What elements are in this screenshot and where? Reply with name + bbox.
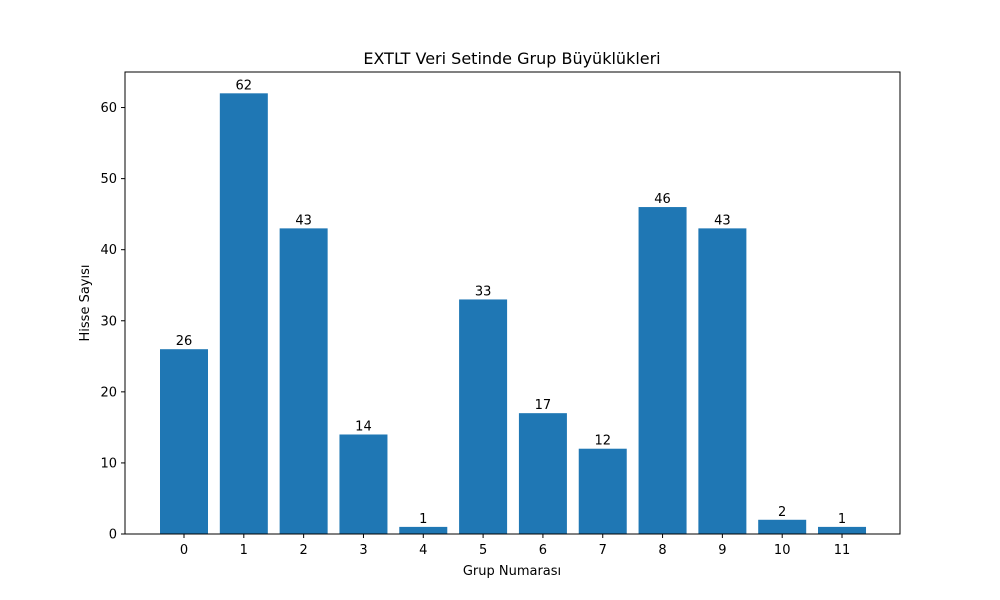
bar-1	[219, 93, 268, 534]
data-label-1: 62	[236, 78, 253, 93]
x-tick-label-4: 4	[419, 543, 427, 558]
y-tick-label-30: 30	[100, 314, 117, 329]
data-label-7: 12	[594, 434, 611, 449]
bar-5	[459, 299, 508, 534]
bar-10	[758, 519, 807, 534]
data-label-9: 43	[714, 213, 731, 228]
y-tick-label-20: 20	[100, 385, 117, 400]
bars-group	[160, 93, 867, 535]
bar-8	[638, 207, 687, 535]
data-label-4: 1	[419, 512, 427, 527]
y-tick-label-50: 50	[100, 172, 117, 187]
y-axis-label: Hisse Sayısı	[78, 265, 93, 342]
bar-4	[399, 526, 448, 534]
data-label-10: 2	[778, 505, 786, 520]
bar-3	[339, 434, 388, 534]
x-tick-label-0: 0	[180, 543, 188, 558]
data-label-2: 43	[295, 213, 312, 228]
chart-title: EXTLT Veri Setinde Grup Büyüklükleri	[363, 49, 660, 68]
x-tick-label-1: 1	[240, 543, 248, 558]
x-tick-label-8: 8	[658, 543, 666, 558]
x-tick-label-2: 2	[299, 543, 307, 558]
data-label-0: 26	[176, 334, 193, 349]
bar-6	[518, 413, 567, 534]
data-labels-group: 26 62 43 14 1 33 17 12 46 43 2 1	[176, 78, 846, 527]
bar-2	[279, 228, 328, 534]
data-label-6: 17	[535, 398, 552, 413]
x-tick-label-7: 7	[599, 543, 607, 558]
x-tick-label-9: 9	[718, 543, 726, 558]
x-tick-label-5: 5	[479, 543, 487, 558]
plot-area-frame	[124, 71, 901, 535]
data-label-5: 33	[475, 284, 492, 299]
y-tick-label-0: 0	[109, 528, 117, 543]
data-label-8: 46	[654, 192, 671, 207]
data-label-11: 1	[838, 512, 846, 527]
data-label-3: 14	[355, 419, 372, 434]
bar-11	[818, 526, 867, 534]
y-tick-label-60: 60	[100, 101, 117, 116]
x-tick-label-3: 3	[359, 543, 367, 558]
y-axis-ticks: 0 10 20 30 40 50 60	[100, 101, 125, 543]
bar-9	[698, 228, 747, 534]
x-axis-ticks: 0 1 2 3 4 5 6 7 8 9 10 11	[180, 534, 850, 558]
y-tick-label-40: 40	[100, 243, 117, 258]
y-tick-label-10: 10	[100, 456, 117, 471]
x-axis-label: Grup Numarası	[463, 564, 561, 579]
x-tick-label-10: 10	[774, 543, 791, 558]
x-tick-label-6: 6	[539, 543, 547, 558]
bar-0	[160, 349, 208, 534]
x-tick-label-11: 11	[834, 543, 851, 558]
bar-7	[578, 448, 627, 534]
